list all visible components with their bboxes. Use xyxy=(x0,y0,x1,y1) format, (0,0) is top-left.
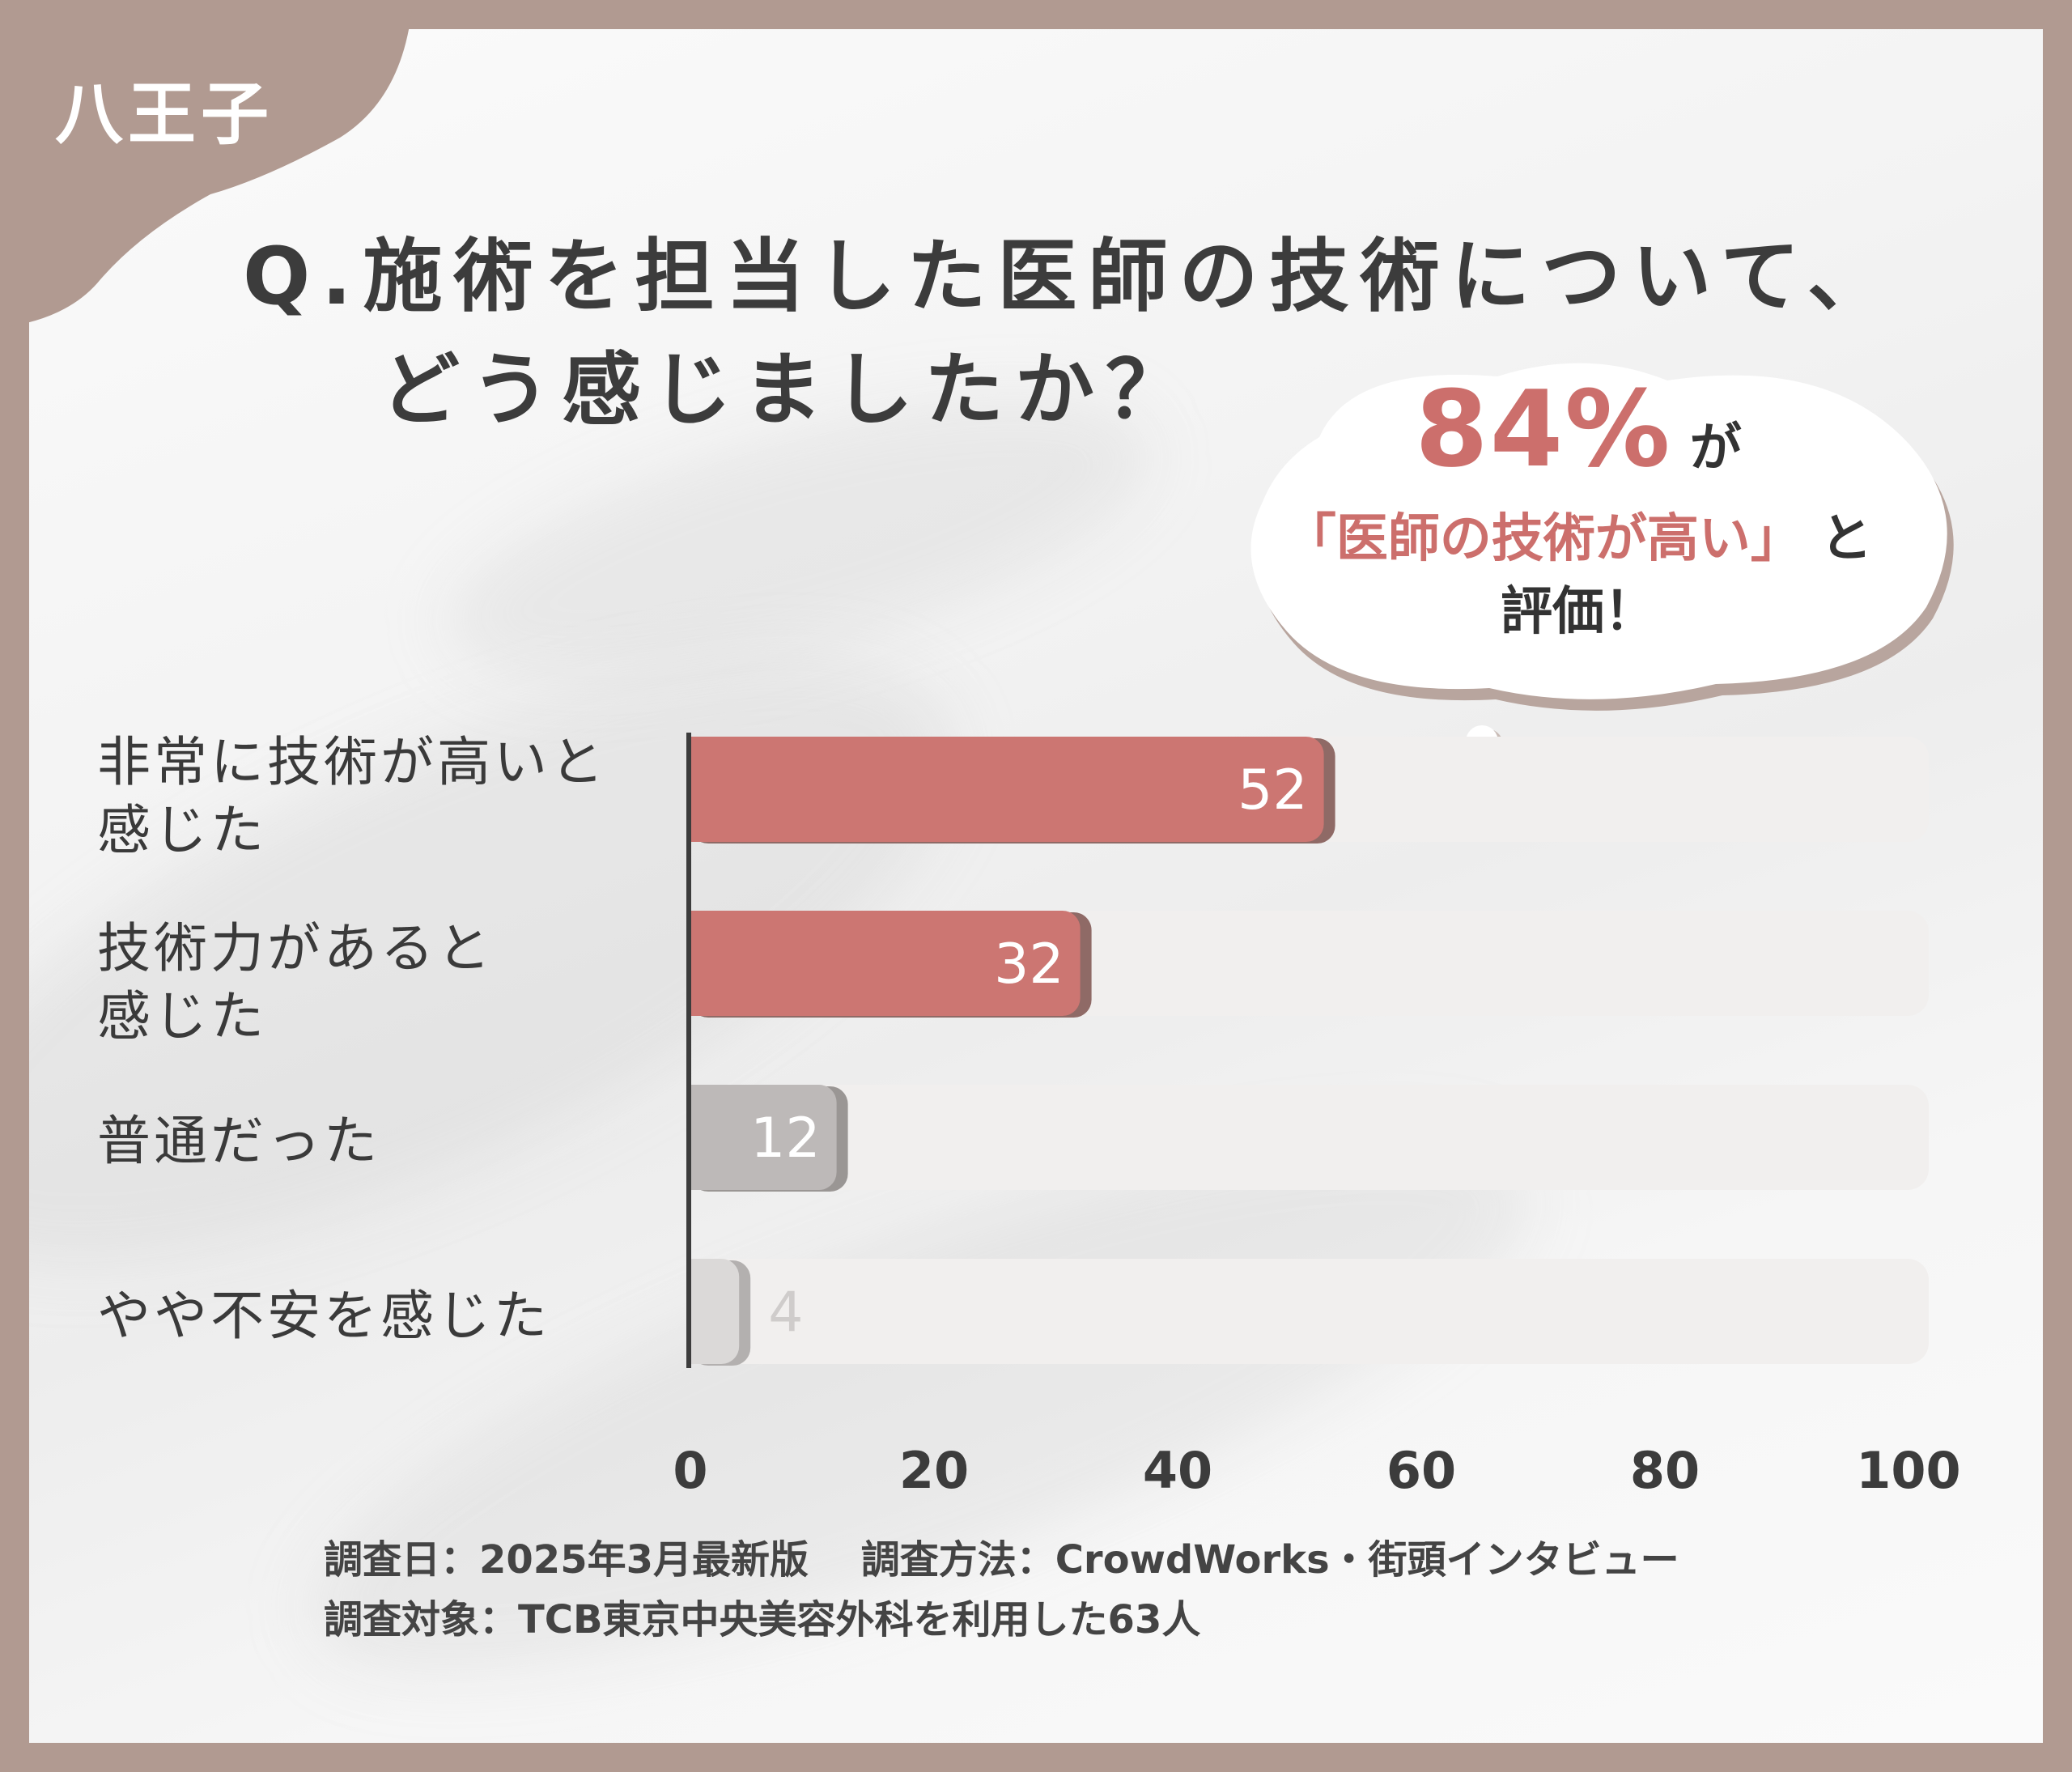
survey-footnote: 調査日：2025年3月最新版 調査方法：CrowdWorks・街頭インタビュー … xyxy=(324,1530,1679,1650)
callout-ga: が xyxy=(1689,419,1742,478)
question-line2: どう感じましたか？ xyxy=(380,344,1197,436)
bar-value-label: 4 xyxy=(768,1281,803,1345)
category-label-line: 非常に技術が高いと xyxy=(97,731,607,793)
callout-text: 84% が 「医師の技術が高い」 と 評価！ xyxy=(1263,372,1894,651)
category-label-3: 普通だった xyxy=(97,1107,648,1175)
bar-value-label: 12 xyxy=(750,1107,821,1171)
callout-to: と xyxy=(1820,509,1873,569)
x-tick-label: 100 xyxy=(1856,1441,1960,1500)
callout-percent: 84% xyxy=(1415,368,1672,491)
callout-quote: 「医師の技術が高い」 xyxy=(1284,509,1802,569)
bar-value-label: 32 xyxy=(994,933,1064,996)
x-tick-label: 60 xyxy=(1386,1441,1456,1500)
bar-base xyxy=(690,737,715,842)
category-label-line: 技術力があると xyxy=(97,917,494,979)
category-label-2: 技術力があると 感じた xyxy=(97,915,648,1051)
speech-bubble xyxy=(1250,363,1954,777)
bar-base xyxy=(690,1259,715,1364)
footnote-line1: 調査日：2025年3月最新版 調査方法：CrowdWorks・街頭インタビュー xyxy=(324,1537,1679,1583)
bar xyxy=(690,1085,837,1190)
category-label-1: 非常に技術が高いと 感じた xyxy=(97,729,648,865)
x-tick-label: 40 xyxy=(1143,1441,1212,1500)
bar-value-label: 52 xyxy=(1238,759,1308,822)
category-label-4: やや不安を感じた xyxy=(97,1282,648,1350)
area-badge-label: 八王子 xyxy=(55,74,274,154)
footnote-line2: 調査対象：TCB東京中央美容外科を利用した63人 xyxy=(324,1597,1201,1642)
card xyxy=(29,29,2043,1743)
x-tick-label: 20 xyxy=(899,1441,969,1500)
corner-badge-shape xyxy=(0,0,413,328)
x-tick-label: 0 xyxy=(673,1441,707,1500)
category-label-line: 感じた xyxy=(97,985,267,1047)
bar-base xyxy=(690,911,715,1016)
category-label-line: 感じた xyxy=(97,799,267,861)
bar-track xyxy=(690,1259,1929,1364)
bar xyxy=(690,737,1324,842)
bar-track xyxy=(690,1085,1929,1190)
bar-base xyxy=(690,1085,715,1190)
question-title: Q.施術を担当した医師の技術について、 どう感じましたか？ xyxy=(243,220,1898,447)
bar xyxy=(690,911,1081,1016)
callout-evaluation: 評価！ xyxy=(1501,582,1656,642)
x-tick-label: 80 xyxy=(1630,1441,1700,1500)
question-line1: Q.施術を担当した医師の技術について、 xyxy=(243,231,1898,323)
category-label-line: やや不安を感じた xyxy=(97,1285,550,1347)
category-label-line: 普通だった xyxy=(97,1110,380,1172)
